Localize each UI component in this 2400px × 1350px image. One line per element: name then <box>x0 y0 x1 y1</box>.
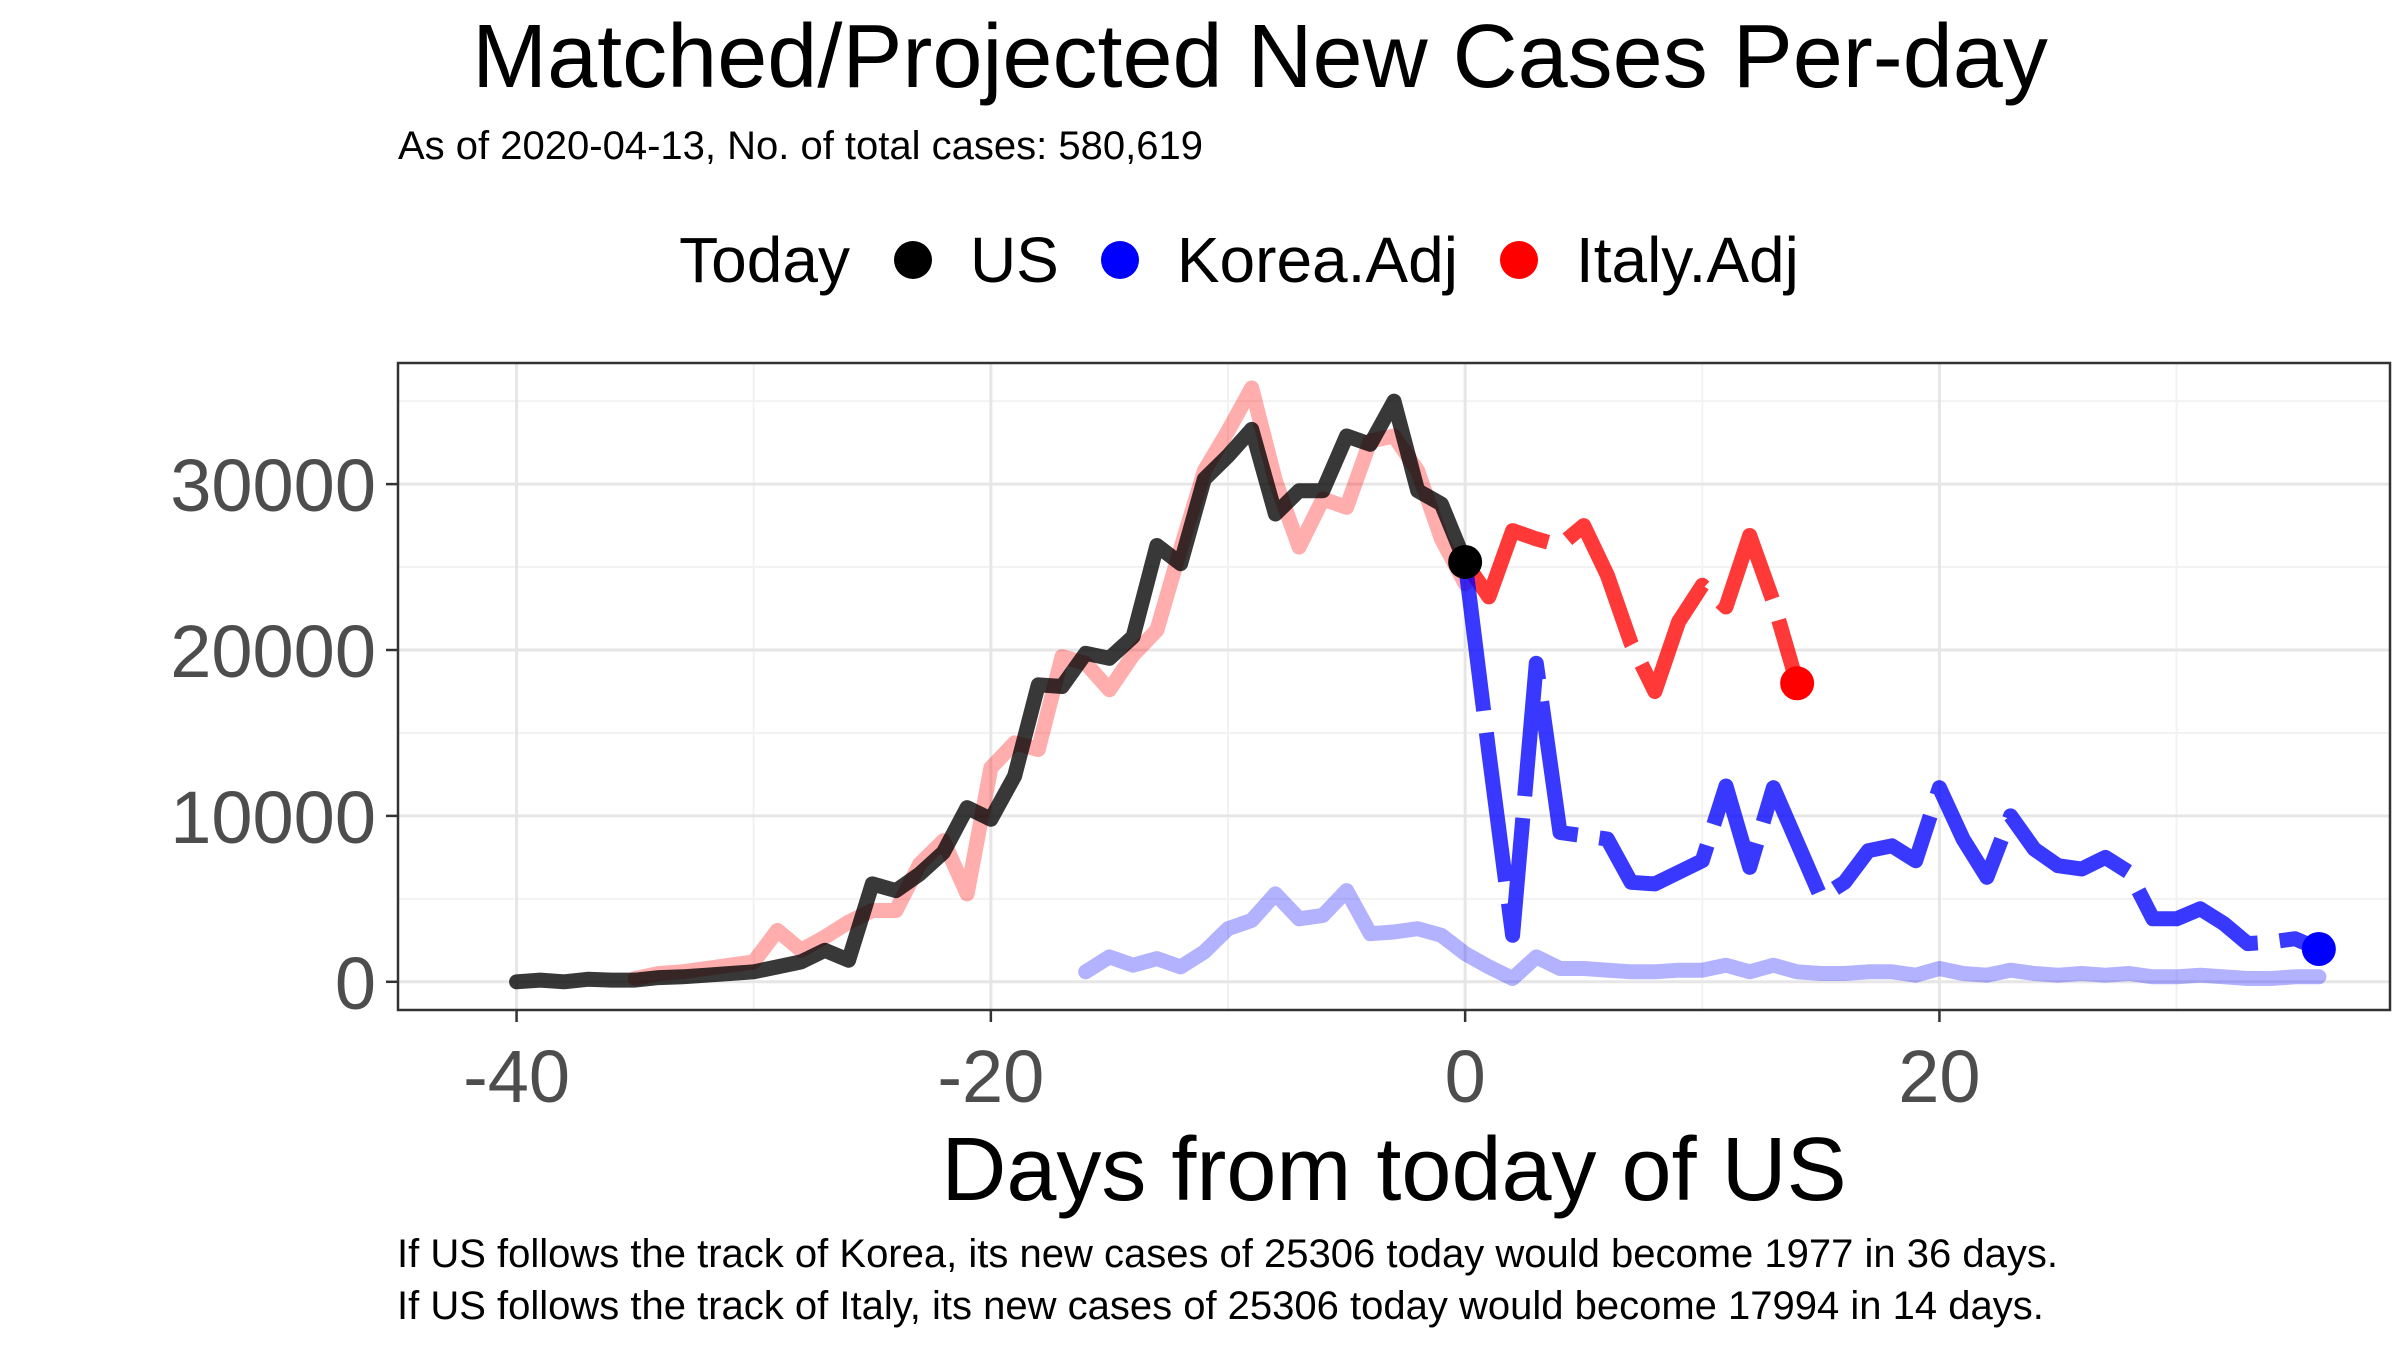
series-line-korea-adj-projected <box>1457 561 2322 956</box>
legend-key-italy <box>1499 241 1538 279</box>
y-tick-label: 30000 <box>170 444 376 527</box>
x-axis-title: Days from today of US <box>941 1120 1846 1220</box>
legend-label-italy: Italy.Adj <box>1575 224 1799 296</box>
plot-panel <box>398 363 2390 1010</box>
today-point-us <box>1448 544 1483 579</box>
caption-korea: If US follows the track of Korea, its ne… <box>397 1232 2058 1276</box>
series-line-italy-adj-matched <box>627 380 1473 986</box>
legend-key-korea <box>1100 241 1139 279</box>
x-tick-label: 0 <box>1445 1035 1486 1118</box>
legend-key-us <box>893 241 932 279</box>
x-tick-label: -40 <box>463 1035 570 1118</box>
legend-item-korea: Korea.Adj <box>1100 223 1458 297</box>
chart-title: Matched/Projected New Cases Per-day <box>472 7 2048 107</box>
legend-item-us: US <box>893 223 1059 297</box>
plot-border <box>396 361 2392 1012</box>
y-tick-label: 20000 <box>170 610 376 693</box>
chart-subtitle: As of 2020-04-13, No. of total cases: 58… <box>398 124 1203 168</box>
today-point-korea-adj <box>2301 931 2336 966</box>
legend: Today US Korea.Adj Italy.Adj <box>0 215 2400 305</box>
x-tick-label: -20 <box>937 1035 1044 1118</box>
x-tick-label: 20 <box>1898 1035 1980 1118</box>
legend-label-us: US <box>969 224 1059 296</box>
caption-italy: If US follows the track of Italy, its ne… <box>397 1284 2044 1328</box>
legend-title: Today <box>679 224 850 296</box>
series-line-italy-adj-projected <box>1458 518 1805 699</box>
series-line-korea-adj-matched <box>1078 883 2327 986</box>
legend-item-italy: Italy.Adj <box>1499 223 1799 297</box>
legend-label-korea: Korea.Adj <box>1176 224 1458 296</box>
today-point-italy-adj <box>1780 666 1815 701</box>
series-line-us <box>509 393 1473 990</box>
y-tick-label: 0 <box>335 942 376 1025</box>
y-tick-label: 10000 <box>170 776 376 859</box>
